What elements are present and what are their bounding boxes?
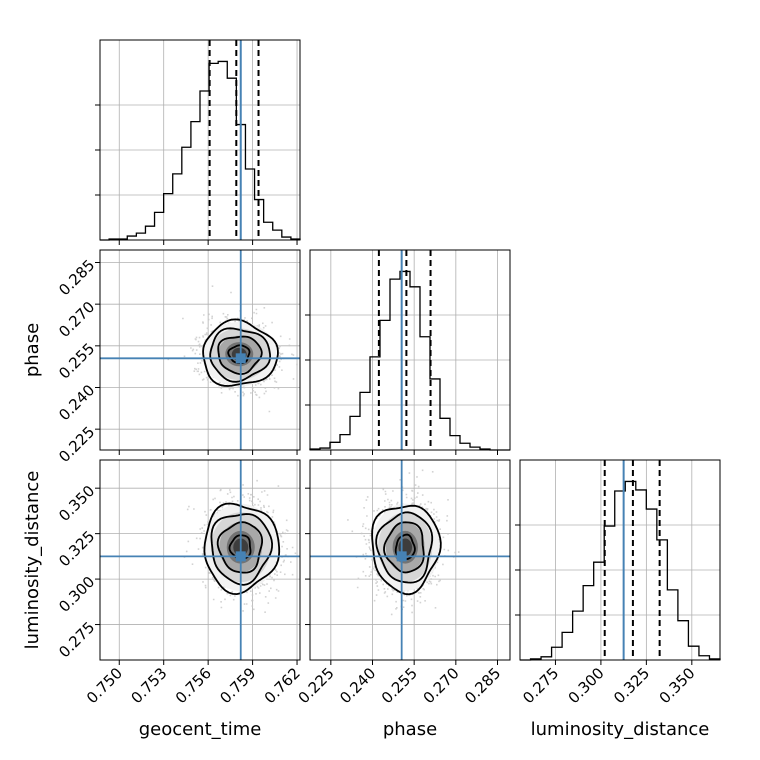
hist-panel-geocent_time	[95, 39, 301, 245]
hist-step-phase	[309, 270, 510, 451]
y-tick-label: 0.350	[55, 482, 98, 525]
x-axis-label-phase: phase	[383, 719, 437, 740]
x-tick-label: 0.300	[565, 664, 608, 707]
density-content	[100, 250, 300, 450]
contour-line-3	[228, 534, 252, 561]
y-axis-label-luminosity_distance: luminosity_distance	[22, 471, 43, 650]
x-tick-label: 0.756	[172, 664, 215, 707]
contour-line-0	[371, 504, 442, 596]
truth-marker	[235, 353, 246, 364]
y-tick-label: 0.240	[55, 381, 98, 424]
density-panel-phase-luminosity_distance	[305, 459, 511, 665]
y-tick-label: 0.285	[55, 256, 98, 299]
hist-panel-luminosity_distance	[515, 459, 721, 665]
contour-line-3	[394, 533, 416, 561]
y-tick-label: 0.225	[55, 423, 98, 466]
x-tick-label: 0.275	[519, 664, 562, 707]
y-tick-label: 0.255	[55, 339, 98, 382]
x-axis-label-geocent_time: geocent_time	[139, 719, 262, 740]
x-tick-label: 0.270	[420, 664, 463, 707]
panel-frame	[309, 459, 511, 661]
x-tick-label: 0.350	[656, 664, 699, 707]
x-axis-label-luminosity_distance: luminosity_distance	[531, 719, 710, 740]
x-tick-label: 0.762	[261, 664, 304, 707]
x-tick-label: 0.759	[216, 664, 259, 707]
y-tick-label: 0.325	[55, 527, 98, 570]
panel-frame	[99, 249, 301, 451]
contour-line-1	[210, 513, 274, 586]
x-tick-label: 0.255	[378, 664, 421, 707]
x-tick-label: 0.240	[336, 664, 379, 707]
x-tick-label: 0.753	[127, 664, 170, 707]
contour-line-1	[375, 511, 434, 584]
contour-line-2	[217, 335, 263, 376]
contour-line-1	[209, 327, 272, 383]
contour-line-2	[383, 521, 425, 574]
contour-line-0	[203, 502, 281, 596]
contour-line-0	[202, 318, 279, 387]
hist-panel-phase	[305, 249, 511, 455]
panel-frame	[519, 459, 721, 661]
y-tick-label: 0.300	[55, 573, 98, 616]
contour-line-2	[216, 521, 263, 574]
y-tick-label: 0.275	[55, 618, 98, 661]
truth-marker	[396, 551, 407, 562]
hist-step-geocent_time	[100, 60, 301, 241]
panel-frame	[99, 39, 301, 241]
density-panel-geocent_time-phase	[95, 249, 301, 455]
density-content	[310, 460, 510, 660]
density-content	[100, 460, 300, 660]
x-tick-label: 0.225	[295, 664, 338, 707]
y-tick-label: 0.270	[55, 298, 98, 341]
truth-marker	[235, 551, 246, 562]
panel-frame	[99, 459, 301, 661]
panel-frame	[309, 249, 511, 451]
x-tick-label: 0.750	[83, 664, 126, 707]
y-axis-label-phase: phase	[22, 323, 43, 377]
density-panel-geocent_time-luminosity_distance	[95, 459, 301, 665]
x-tick-label: 0.285	[461, 664, 504, 707]
hist-step-luminosity_distance	[520, 480, 721, 661]
x-tick-label: 0.325	[610, 664, 653, 707]
